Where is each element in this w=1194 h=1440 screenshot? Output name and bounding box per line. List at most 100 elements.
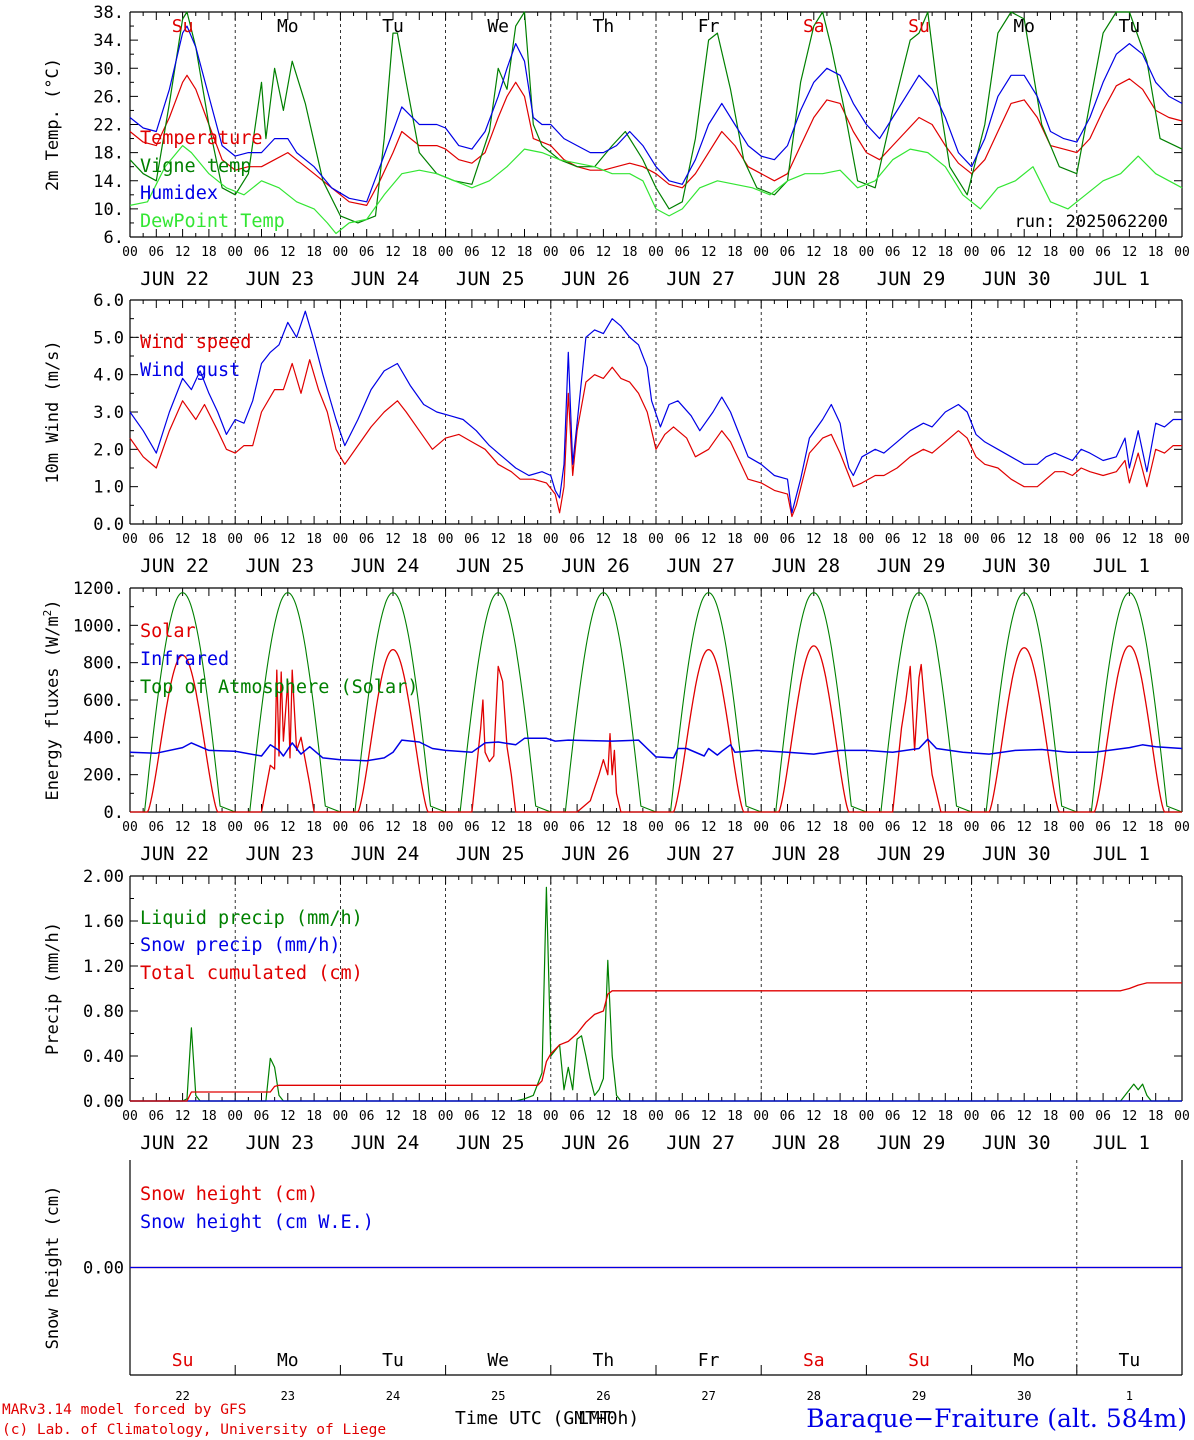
date-label: JUN 25: [456, 1132, 525, 1154]
series-liquid-precip-mm-h-: [130, 886, 1182, 1102]
date-label: JUN 24: [351, 1132, 420, 1154]
panel-1: 6. 10. 14. 18. 22. 26. 30. 34. 38. 2m Temp. (°C) T…: [43, 3, 1190, 290]
hour-label: 06: [885, 245, 901, 260]
date-label: JUN 29: [877, 555, 946, 577]
hour-label: 12: [175, 1109, 191, 1124]
hour-label: 18: [937, 532, 953, 547]
hour-label: 00: [964, 820, 980, 835]
y-axis-label-end: ): [43, 599, 63, 609]
date-label: JUN 27: [666, 268, 735, 290]
hour-label: 18: [937, 1109, 953, 1124]
weekday-label: Fr: [698, 16, 720, 37]
hour-label: 06: [148, 1109, 164, 1124]
hour-label: 18: [411, 245, 427, 260]
y-axis-label: Energy fluxes (W/m2): [41, 599, 63, 800]
hour-label: 00: [227, 1109, 243, 1124]
weekday-label-bottom: Fr: [698, 1350, 720, 1371]
series-toa-day: [1076, 592, 1183, 813]
date-label: JUN 22: [140, 843, 209, 865]
hour-label: 00: [543, 1109, 559, 1124]
hour-label: 06: [1095, 532, 1111, 547]
hour-label: 00: [1069, 532, 1085, 547]
series-toa-day: [656, 592, 762, 813]
legend-item: Wind gust: [140, 360, 240, 381]
time-axis-label-a: Time UTC (: [455, 1408, 563, 1429]
hour-label: 00: [964, 245, 980, 260]
hour-label: 00: [648, 820, 664, 835]
hour-label: 12: [280, 245, 296, 260]
weekday-label-bottom: Tu: [382, 1350, 404, 1371]
weekday-label: Tu: [1119, 16, 1141, 37]
series-toa-day: [235, 592, 341, 813]
hour-label: 12: [596, 1109, 612, 1124]
hour-label: 12: [596, 245, 612, 260]
hour-label: 06: [674, 820, 690, 835]
hour-label: 18: [306, 1109, 322, 1124]
hour-label: 12: [806, 245, 822, 260]
hour-label: 06: [464, 820, 480, 835]
hour-label: 18: [832, 1109, 848, 1124]
hour-label: 06: [148, 532, 164, 547]
series-toa-day: [550, 592, 657, 813]
weekday-label-bottom: Su: [908, 1350, 930, 1371]
hour-label: 12: [806, 532, 822, 547]
y-tick-label: 18.: [93, 144, 124, 164]
hour-label: 12: [1016, 1109, 1032, 1124]
date-label: JUN 25: [456, 268, 525, 290]
weekday-label: Tu: [382, 16, 404, 37]
weekday-label-bottom: Mo: [277, 1350, 299, 1371]
hour-label: 06: [569, 532, 585, 547]
date-label: JUN 28: [771, 843, 840, 865]
date-label: JUN 26: [561, 555, 630, 577]
hour-label: 00: [859, 1109, 875, 1124]
hour-label: 18: [411, 820, 427, 835]
hour-label: 12: [911, 532, 927, 547]
hour-label: 12: [701, 820, 717, 835]
y-tick-label: 0.0: [93, 515, 124, 535]
date-label: JUN 24: [351, 268, 420, 290]
hour-label: 18: [201, 532, 217, 547]
hour-label: 00: [543, 245, 559, 260]
hour-label: 12: [1122, 1109, 1138, 1124]
panel-3: 0. 200. 400. 600. 800. 1000. 1200. Energy fluxe…: [41, 579, 1190, 865]
y-tick-label: 34.: [93, 31, 124, 51]
hour-label: 06: [780, 820, 796, 835]
series-toa-day: [761, 592, 867, 813]
hour-label: 00: [648, 245, 664, 260]
hour-label: 18: [727, 245, 743, 260]
hour-label: 18: [1043, 245, 1059, 260]
hour-label: 00: [438, 1109, 454, 1124]
hour-label: 06: [359, 820, 375, 835]
time-axis-label-b: GMT+0h): [563, 1408, 639, 1429]
date-label: JUN 30: [982, 268, 1051, 290]
hour-label: 00: [648, 532, 664, 547]
date-label: JUN 26: [561, 843, 630, 865]
time-axis-label-overlap: LMT: [578, 1408, 611, 1429]
run-label: run: 2025062200: [1014, 212, 1168, 232]
hour-label: 06: [990, 1109, 1006, 1124]
weekday-label-bottom: Mo: [1013, 1350, 1035, 1371]
hour-label: 06: [359, 532, 375, 547]
y-tick-label: 1000.: [73, 616, 124, 636]
hour-label: 00: [964, 532, 980, 547]
series-vigne-temp: [129, 11, 1183, 224]
date-label: JUN 24: [351, 843, 420, 865]
legend-item: Vigne temp: [140, 156, 251, 177]
hour-label: 12: [490, 1109, 506, 1124]
y-axis-label: Snow height (cm): [43, 1186, 63, 1350]
hour-label: 00: [1174, 1109, 1190, 1124]
hour-label: 00: [859, 245, 875, 260]
hour-label: 00: [333, 245, 349, 260]
hour-label: 18: [832, 245, 848, 260]
weekday-label-bottom: We: [487, 1350, 509, 1371]
hour-label: 06: [464, 245, 480, 260]
hour-label: 00: [438, 532, 454, 547]
y-tick-label: 22.: [93, 116, 124, 136]
series-toa-day: [130, 592, 236, 813]
date-label: JUL 1: [1093, 1132, 1150, 1154]
day-number-label: 22: [175, 1389, 189, 1403]
hour-label: 06: [990, 532, 1006, 547]
legend-item: Infrared: [140, 649, 229, 670]
hour-label: 18: [411, 532, 427, 547]
